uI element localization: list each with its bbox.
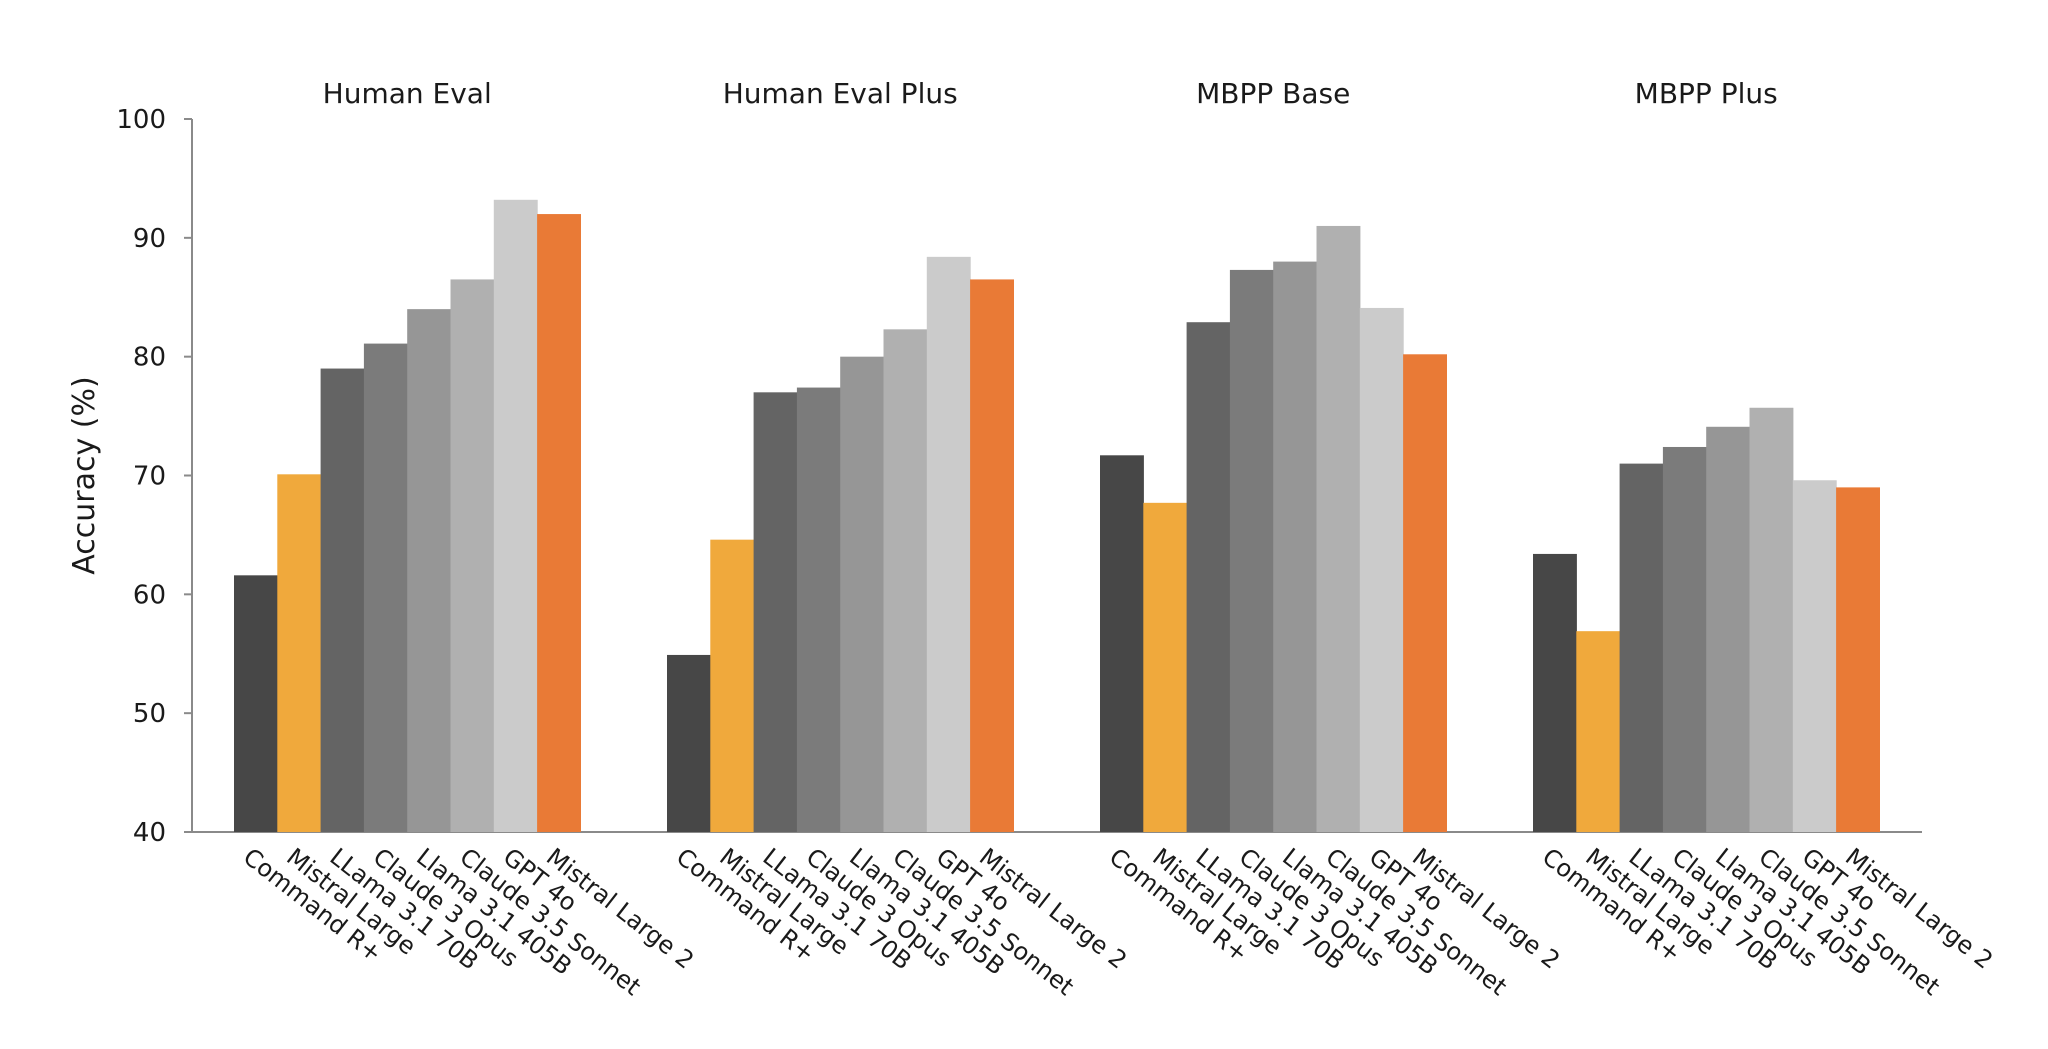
bar	[840, 356, 885, 832]
bar	[1229, 269, 1274, 832]
bar	[1619, 463, 1664, 832]
bar	[1100, 455, 1144, 832]
bar	[1749, 407, 1794, 832]
bar	[320, 368, 365, 832]
bar	[277, 474, 322, 832]
y-tick-label: 40	[133, 818, 166, 848]
bar	[1143, 502, 1188, 832]
group-title: Human Eval	[323, 77, 492, 110]
bar	[407, 309, 452, 833]
bar	[234, 575, 278, 832]
bar	[1662, 446, 1707, 832]
bar	[710, 539, 755, 832]
bar	[1576, 631, 1621, 832]
bar	[883, 329, 928, 832]
bar	[1403, 354, 1447, 832]
bar	[753, 392, 798, 832]
bar	[1533, 553, 1577, 832]
bar	[1186, 322, 1231, 832]
bar	[667, 654, 711, 832]
group-title: MBPP Base	[1196, 77, 1350, 110]
bar	[1792, 480, 1837, 832]
bar	[1273, 261, 1318, 833]
y-tick-label: 100	[116, 105, 166, 135]
bar	[1359, 307, 1404, 832]
y-tick-label: 90	[133, 224, 166, 254]
y-tick-label: 70	[133, 462, 166, 492]
y-tick-label: 80	[133, 343, 166, 373]
y-tick-label: 50	[133, 699, 166, 729]
group-title: MBPP Plus	[1635, 77, 1778, 110]
y-tick-label: 60	[133, 580, 166, 610]
group-title: Human Eval Plus	[723, 77, 958, 110]
bar	[537, 214, 581, 833]
bar	[1316, 225, 1361, 832]
y-axis-title: Accuracy (%)	[67, 376, 102, 574]
bar	[450, 279, 495, 832]
bar	[363, 343, 408, 832]
bar	[926, 256, 971, 832]
bar	[970, 279, 1014, 832]
bar	[1836, 487, 1880, 832]
bar	[493, 199, 538, 833]
bar	[796, 387, 841, 832]
bar	[1706, 426, 1751, 832]
